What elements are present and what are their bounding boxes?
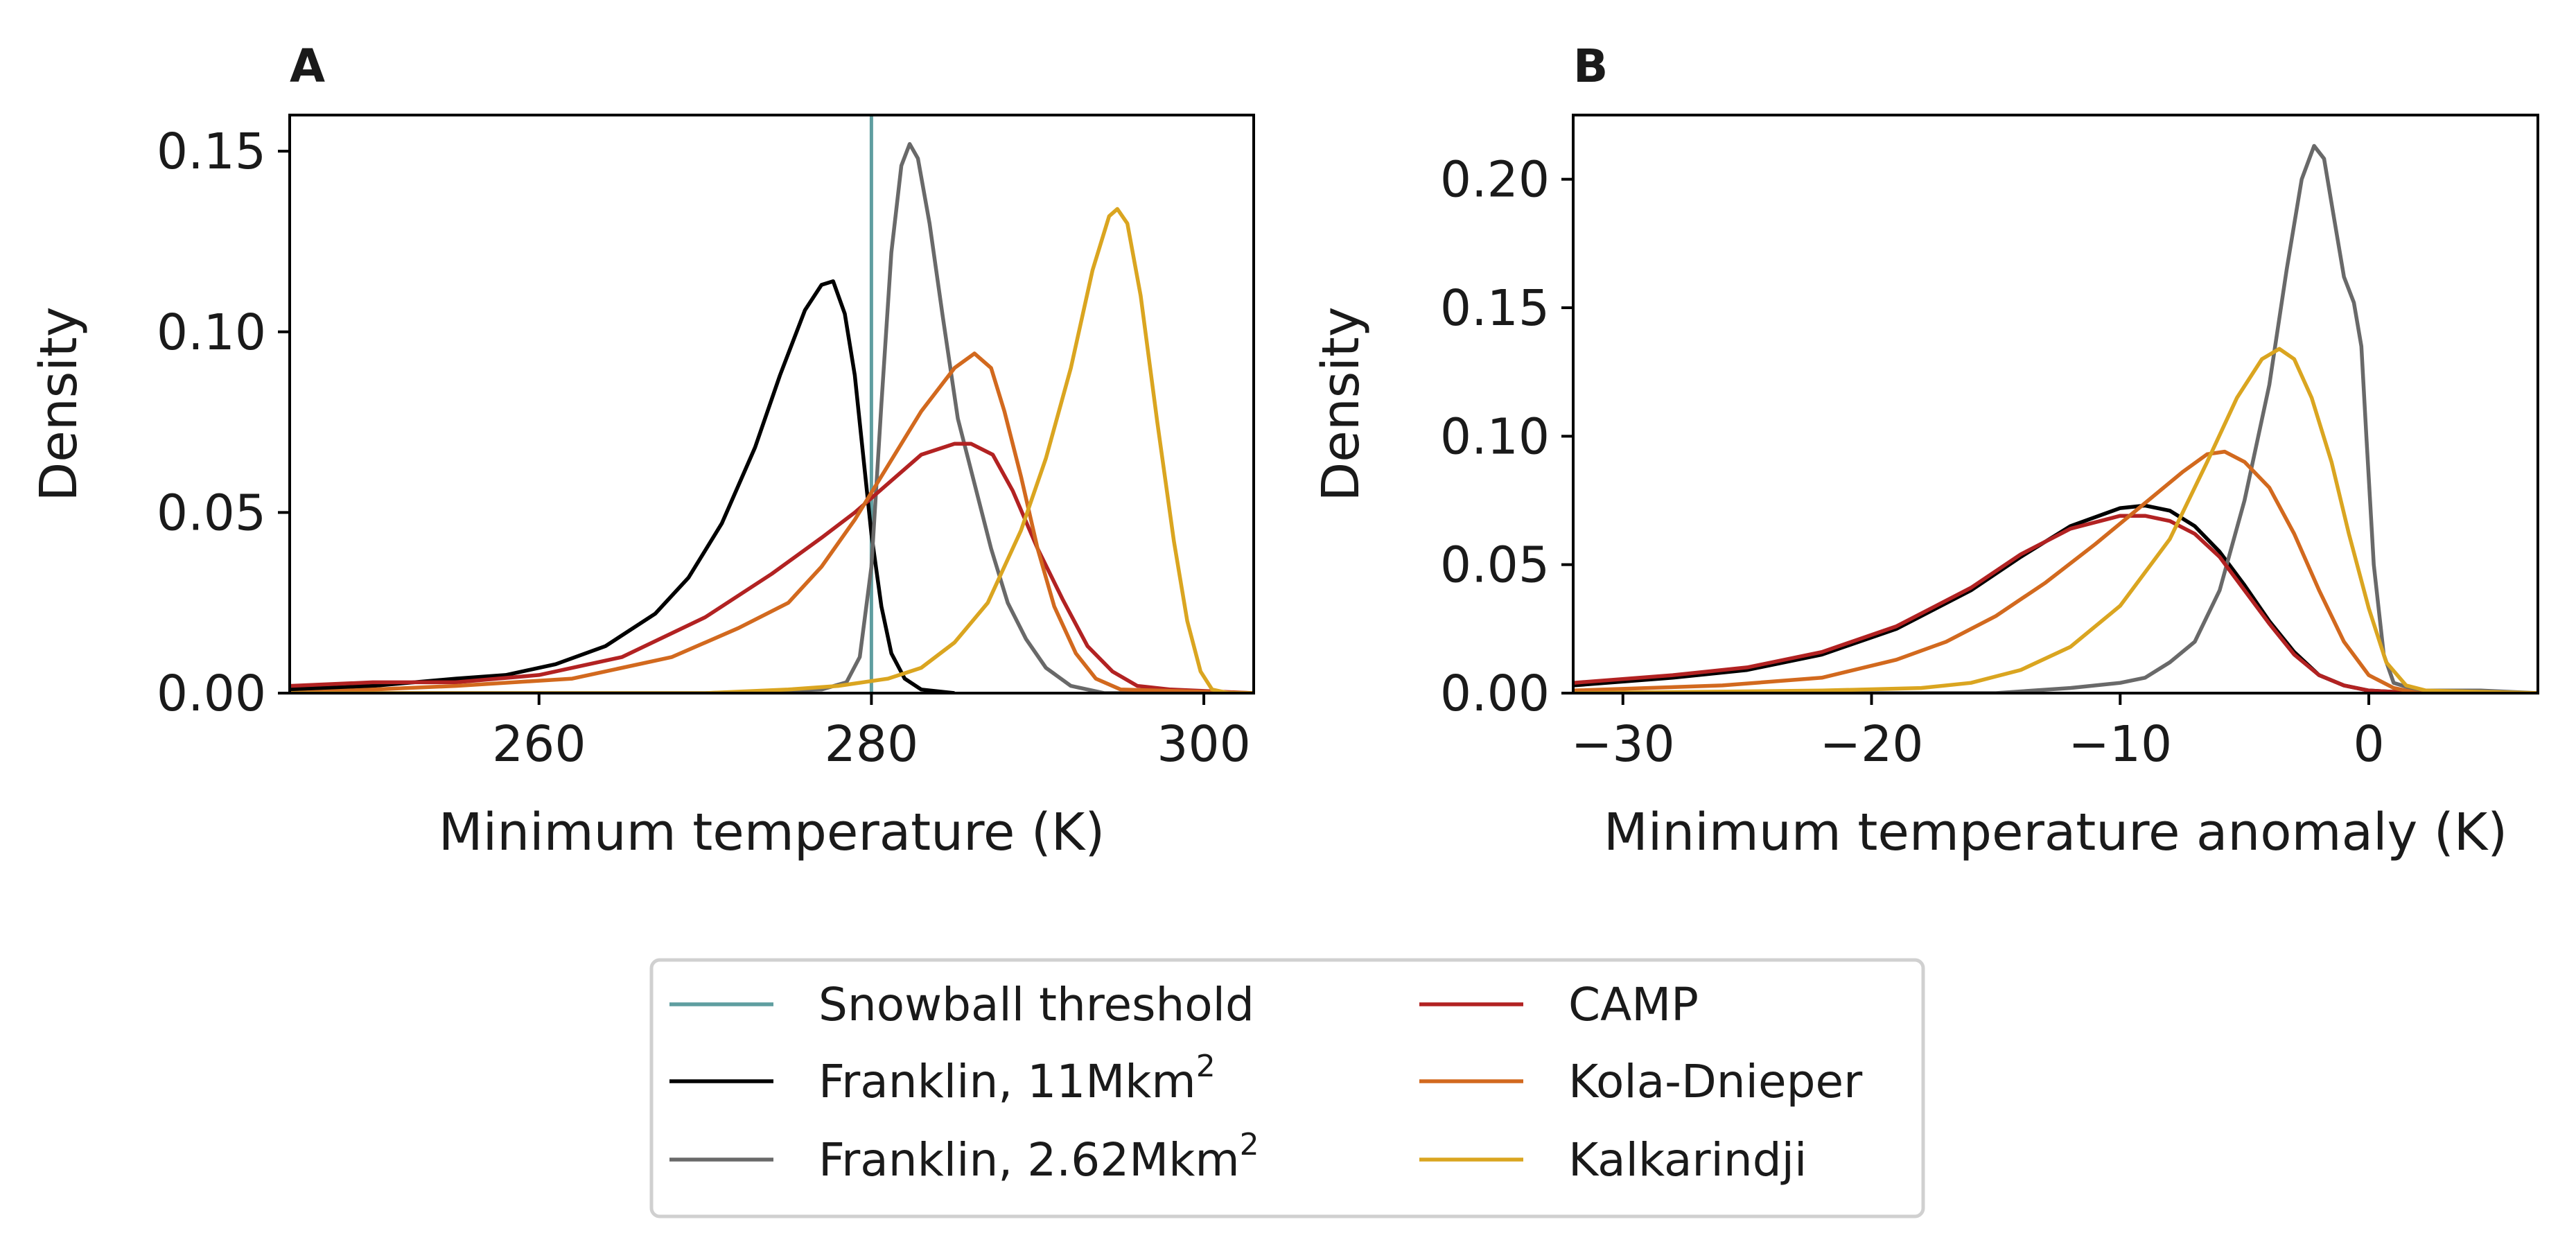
panel-letter: B [1573, 40, 1608, 93]
y-tick-label: 0.05 [1440, 536, 1550, 594]
legend-item-snowball: Snowball threshold [669, 978, 1254, 1031]
legend-label: Kalkarindji [1568, 1133, 1807, 1187]
x-tick-label: −30 [1571, 715, 1675, 773]
x-axis-label: Minimum temperature (K) [439, 803, 1105, 862]
x-tick-label: 0 [2353, 715, 2384, 773]
y-axis-label: Density [29, 306, 89, 501]
x-tick-label: 260 [492, 715, 586, 773]
y-axis-label: Density [1311, 306, 1371, 501]
axes-frame [288, 114, 1255, 694]
y-tick-label: 0.00 [1440, 665, 1550, 722]
legend-box [649, 958, 1925, 1218]
x-tick-label: −10 [2068, 715, 2172, 773]
series-line-camp [1573, 514, 2538, 693]
plot-area [290, 115, 1254, 693]
panel-b: −30 −20 −10 0 0.00 0.05 0.10 0.15 0.20 Minimum te… [1311, 40, 2539, 862]
legend-label: Kola-Dnieper [1568, 1055, 1863, 1108]
y-tick-label: 0.10 [157, 304, 266, 361]
series-line-franklin262 [290, 141, 1254, 693]
x-axis-label: Minimum temperature anomaly (K) [1604, 803, 2507, 862]
panel-letter: A [290, 40, 325, 93]
series-line-franklin262 [1573, 143, 2538, 693]
y-tick-label: 0.15 [1440, 279, 1550, 337]
legend-item-kalkarindji: Kalkarindji [1419, 1133, 1807, 1187]
legend-label: CAMP [1568, 978, 1699, 1031]
legend-item-franklin11: Franklin, 11Mkm2 [669, 1049, 1216, 1108]
plot-area [1573, 143, 2538, 693]
x-tick-label: −20 [1820, 715, 1924, 773]
series-line-camp [290, 442, 1254, 693]
x-tick-label: 280 [825, 715, 919, 773]
y-tick-label: 0.20 [1440, 151, 1550, 209]
series-line-franklin11 [1573, 503, 2538, 693]
y-tick-label: 0.05 [157, 484, 266, 541]
series-line-kalkarindji [1573, 347, 2538, 693]
legend-label: Snowball threshold [818, 978, 1254, 1031]
legend-item-kola: Kola-Dnieper [1419, 1055, 1863, 1108]
x-tick-label: 300 [1157, 715, 1251, 773]
legend-item-camp: CAMP [1419, 978, 1699, 1031]
series-line-kola [1573, 449, 2538, 693]
series-line-kalkarindji [290, 207, 1254, 693]
legend: Snowball threshold Franklin, 11Mkm2 Frankl… [649, 958, 1925, 1218]
y-tick-label: 0.10 [1440, 408, 1550, 465]
series-line-kola [290, 351, 1254, 693]
y-tick-label: 0.00 [157, 665, 266, 722]
y-tick-label: 0.15 [157, 123, 266, 180]
axes-frame [1572, 114, 2539, 694]
legend-label: Franklin, 11Mkm2 [818, 1049, 1216, 1108]
legend-item-franklin262: Franklin, 2.62Mkm2 [669, 1127, 1259, 1187]
panel-a: 260 280 300 0.00 0.05 0.10 0.15 Minimum tempera… [29, 40, 1255, 862]
series-line-franklin11 [290, 279, 955, 693]
legend-label: Franklin, 2.62Mkm2 [818, 1127, 1259, 1187]
